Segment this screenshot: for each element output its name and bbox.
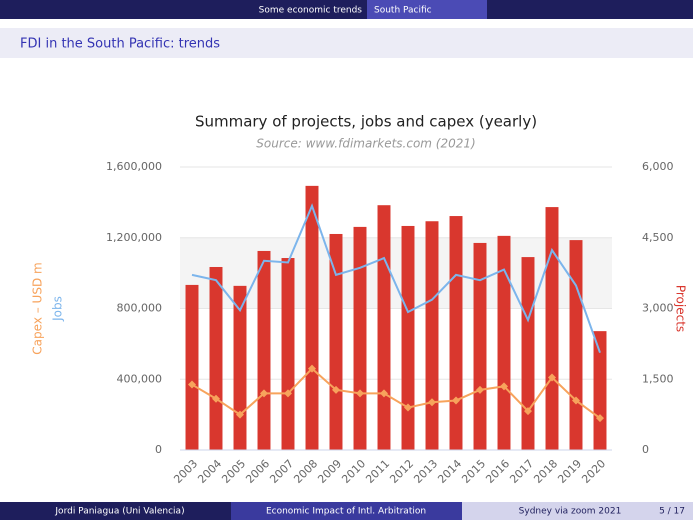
y2-axis-title: Projects (674, 285, 688, 332)
bar (521, 257, 535, 450)
marker (428, 398, 436, 407)
header-subsection: South Pacific (374, 6, 432, 16)
marker (548, 373, 556, 382)
y-tick-label: 1,600,000 (106, 160, 162, 173)
marker (596, 414, 604, 423)
bar (209, 266, 223, 450)
footer-author: Jordi Paniagua (Uni Valencia) (54, 507, 184, 517)
marker (188, 380, 196, 389)
marker (380, 389, 388, 398)
bar (473, 242, 487, 450)
line (191, 203, 601, 354)
bar (449, 216, 463, 450)
bar (233, 285, 247, 450)
bar (329, 233, 343, 450)
bar (569, 240, 583, 450)
y-axis-title: Jobs (51, 296, 65, 322)
marker (260, 389, 268, 398)
footer-right (462, 502, 693, 520)
frame-title: FDI in the South Pacific: trends (20, 37, 220, 52)
marker (524, 407, 532, 416)
marker (284, 389, 292, 398)
bar (545, 207, 559, 450)
header-tab (367, 0, 487, 19)
bar (401, 225, 415, 450)
y2-tick-label: 1,500 (642, 372, 674, 385)
line (191, 367, 601, 419)
y-axis-title: Capex – USD m (31, 262, 45, 354)
marker (332, 385, 340, 394)
footer-title: Economic Impact of Intl. Arbitration (266, 507, 426, 517)
marker (404, 403, 412, 412)
bar (593, 331, 607, 450)
y-tick-label: 400,000 (117, 372, 163, 385)
y-tick-label: 1,200,000 (106, 231, 162, 244)
header-section: Some economic trends (259, 6, 363, 16)
marker (236, 410, 244, 419)
bar (497, 235, 511, 450)
footer-event: Sydney via zoom 2021 (519, 507, 622, 517)
bar (257, 250, 271, 450)
frame-title-bar (0, 28, 693, 58)
marker (476, 385, 484, 394)
header-bar (0, 0, 693, 19)
marker (212, 394, 220, 403)
marker (356, 389, 364, 398)
y-tick-label: 0 (155, 443, 162, 456)
y2-tick-label: 0 (642, 443, 649, 456)
chart: Summary of projects, jobs and capex (yea… (31, 113, 688, 487)
marker (308, 364, 316, 373)
footer-left (0, 502, 231, 520)
y-tick-label: 800,000 (117, 302, 163, 315)
footer-page: 5 / 17 (659, 507, 685, 517)
marker (572, 396, 580, 405)
chart-subtitle: Source: www.fdimarkets.com (2021) (256, 137, 475, 151)
plot-band (180, 237, 612, 309)
y2-tick-label: 6,000 (642, 160, 674, 173)
y2-tick-label: 4,500 (642, 231, 674, 244)
y2-tick-label: 3,000 (642, 302, 674, 315)
bar (425, 221, 439, 450)
marker (452, 396, 460, 405)
bar (185, 284, 199, 450)
bar (353, 226, 367, 450)
chart-title: Summary of projects, jobs and capex (yea… (195, 113, 537, 131)
bar (305, 185, 319, 450)
footer-mid (231, 502, 462, 520)
bar (281, 258, 295, 450)
marker (500, 382, 508, 391)
bar (377, 205, 391, 450)
